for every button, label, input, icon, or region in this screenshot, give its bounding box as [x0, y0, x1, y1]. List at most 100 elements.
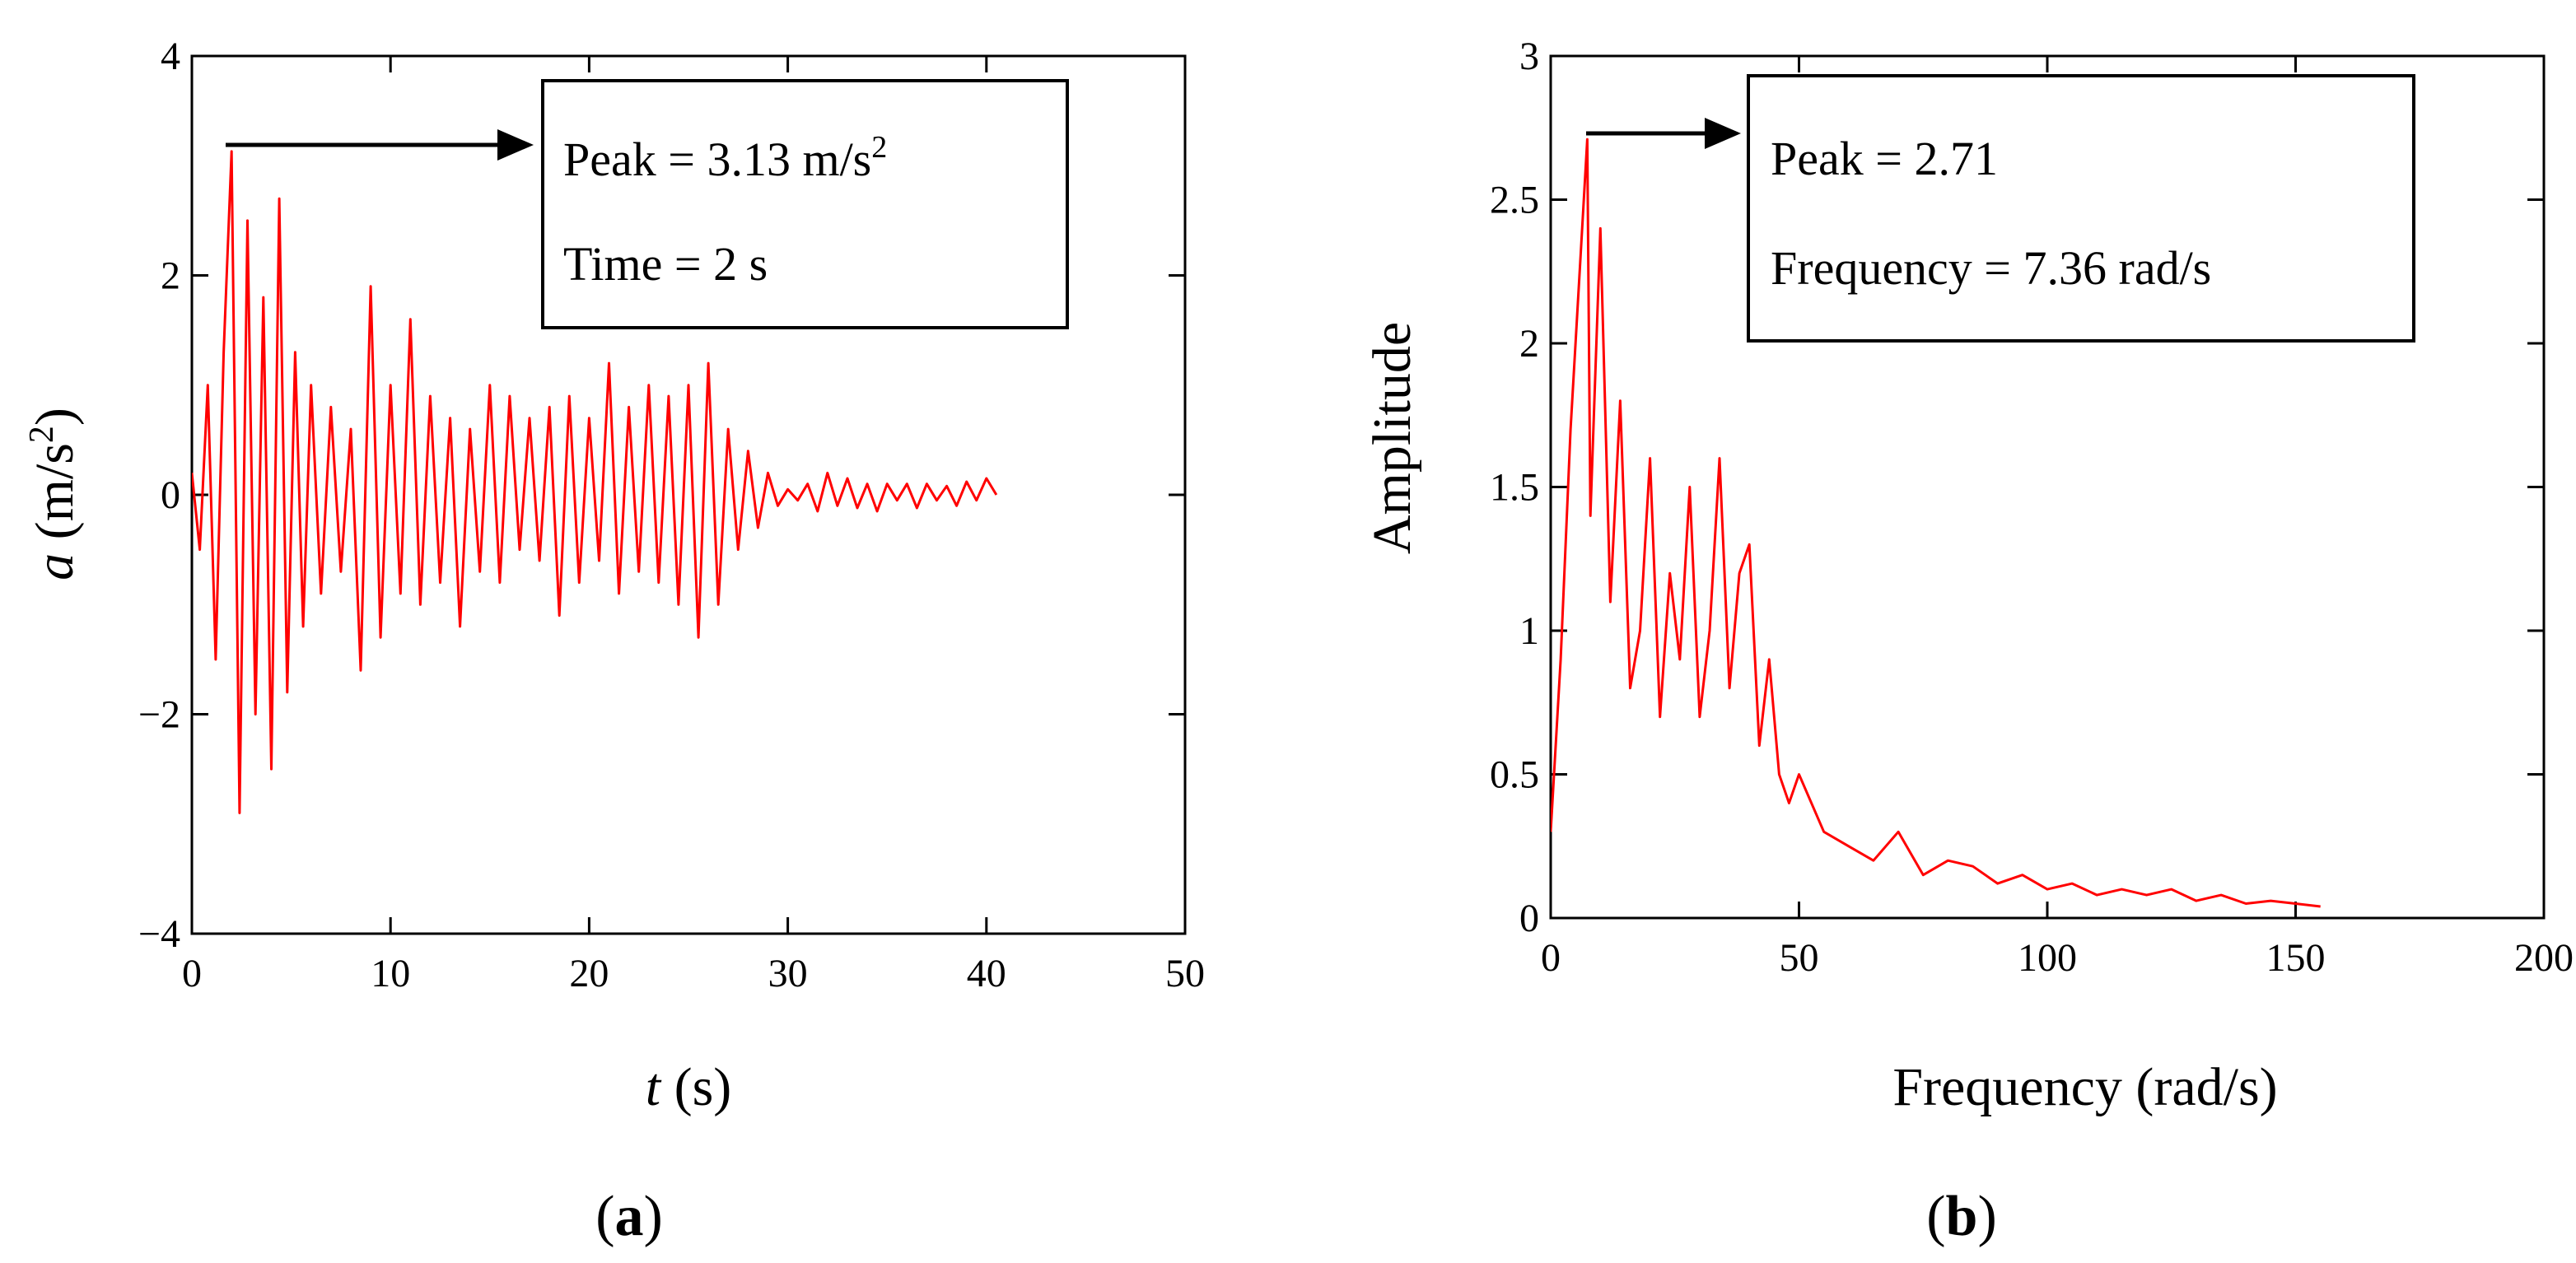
chart-a-data-point [329, 405, 333, 408]
chart-a-data-point [767, 471, 770, 474]
chart-a-data-point [945, 484, 949, 487]
chart-a-x-axis-label: t (s) [646, 1057, 732, 1117]
chart-b-series-line [1551, 137, 2321, 908]
chart-a-data-point [369, 285, 372, 288]
chart-a-data-point [567, 394, 571, 398]
chart-a-data-point [339, 570, 343, 573]
chart-a-annotation-box [541, 79, 1069, 329]
chart-a-x-tick-label: 0 [182, 952, 202, 995]
chart-a-data-point [598, 559, 601, 562]
chart-a-data-point [230, 150, 233, 153]
chart-a-tick-labels: 0 10 20 30 40 50 −4 −2 0 2 4 [138, 35, 1205, 995]
chart-a-data-point [428, 394, 432, 398]
chart-a-data-point [915, 506, 918, 510]
chart-b-data-point [1549, 830, 1552, 833]
chart-a-data-point [736, 548, 740, 552]
chart-a-data-point [796, 499, 800, 502]
chart-b-data-point [1708, 629, 1711, 632]
chart-a-y-tick-label: 0 [161, 473, 180, 517]
chart-b-data-point [1972, 865, 1975, 868]
chart-a-data-point [866, 482, 869, 486]
chart-b-y-tick-label: 2.5 [1490, 179, 1539, 222]
chart-a-data-point [647, 384, 651, 387]
chart-b-data-point [1996, 882, 2000, 885]
chart-b-caption: (b) [1926, 1185, 1997, 1248]
chart-b-data-point [2244, 902, 2247, 906]
chart-b-data-point [1748, 543, 1751, 546]
chart-a-data-point [214, 658, 217, 661]
chart-a-data-point [856, 506, 859, 510]
chart-b-data-point [1872, 859, 1875, 862]
chart-a-data-point [628, 405, 631, 408]
chart-a-data-point [469, 427, 472, 431]
chart-b-x-tick-label: 0 [1541, 936, 1561, 980]
chart-a-data-point [262, 296, 265, 299]
chart-b-data-point [2046, 888, 2049, 891]
chart-b-x-tick-label: 100 [2018, 936, 2077, 980]
chart-a-data-point [222, 351, 226, 354]
chart-b-annotation-arrowhead [1705, 118, 1741, 149]
chart-b-data-point [2170, 888, 2173, 891]
chart-b-data-point [2319, 905, 2322, 908]
chart-b-data-point [1787, 801, 1790, 804]
chart-a-data-point [449, 417, 452, 420]
chart-b-data-point [1559, 658, 1562, 661]
chart-a-data-point [488, 384, 492, 387]
chart-a-data-point [198, 548, 202, 552]
chart-b-y-tick-label: 0 [1519, 897, 1539, 940]
chart-a-data-point [389, 384, 392, 387]
chart-a-data-point [320, 592, 323, 595]
chart-a-annotation-line2: Time = 2 s [563, 237, 768, 291]
chart-b-data-point [1688, 486, 1692, 489]
chart-a-data-point [677, 603, 680, 606]
chart-a-data-point [608, 361, 611, 365]
chart-a-x-tick-label: 40 [967, 952, 1006, 995]
chart-a-data-point [359, 669, 362, 672]
chart-b-data-point [1698, 715, 1701, 719]
chart-a-data-point [637, 570, 641, 573]
chart-b-data-point [1608, 600, 1612, 604]
chart-a-data-point [286, 691, 289, 694]
chart-a-x-tick-label: 10 [371, 952, 410, 995]
chart-b-ticks [1549, 54, 2546, 920]
chart-a-annotation-arrowhead [497, 129, 534, 161]
chart-a-data-point [577, 581, 581, 585]
chart-b-y-tick-label: 3 [1519, 35, 1539, 78]
chart-b-data-point [1798, 773, 1801, 776]
chart-a-data-point [270, 767, 273, 771]
chart-a-data-point [190, 471, 194, 474]
chart-b-data-point [2120, 888, 2123, 891]
chart-b-data-point [2269, 899, 2272, 902]
chart-b-data-point [2195, 899, 2198, 902]
chart-a-data-point [528, 417, 531, 420]
chart-a-data-point [806, 482, 810, 486]
chart-a-data-point [301, 625, 305, 628]
chart-a-data-point [846, 477, 849, 480]
chart-b-x-tick-label: 200 [2514, 936, 2574, 980]
chart-a-caption: (a) [595, 1185, 663, 1248]
chart-a-data-point [408, 318, 412, 321]
chart-a-data-point [508, 394, 511, 398]
chart-a-data-point [697, 636, 700, 639]
chart-b: 0 50 100 150 200 0 0.5 1 1.5 2 2.5 3 Peak = 2.71 Fr… [1362, 35, 2574, 1248]
chart-a-data-point [478, 570, 482, 573]
chart-a-data-point [206, 384, 209, 387]
chart-a-data-point [538, 559, 541, 562]
chart-a-x-tick-label: 20 [569, 952, 609, 995]
chart-b-data-point [1718, 457, 1721, 460]
chart-a: 0 10 20 30 40 50 −4 −2 0 2 4 Peak = 3.13 m/s2 Time… [23, 35, 1205, 1248]
chart-a-data-point [459, 625, 462, 628]
chart-a-data-point [379, 636, 382, 639]
chart-a-y-tick-label: −2 [138, 693, 180, 737]
chart-b-data-point [1921, 874, 1925, 877]
chart-b-data-point [1822, 830, 1826, 833]
chart-a-data-point [826, 471, 829, 474]
chart-a-data-point [746, 450, 749, 453]
chart-b-data-point [1585, 137, 1589, 141]
chart-b-annotation-box [1747, 74, 2415, 343]
chart-b-tick-labels: 0 50 100 150 200 0 0.5 1 1.5 2 2.5 3 [1490, 35, 2574, 980]
chart-a-data-point [399, 592, 402, 595]
chart-a-data-point [548, 405, 551, 408]
chart-b-y-tick-label: 0.5 [1490, 753, 1539, 797]
